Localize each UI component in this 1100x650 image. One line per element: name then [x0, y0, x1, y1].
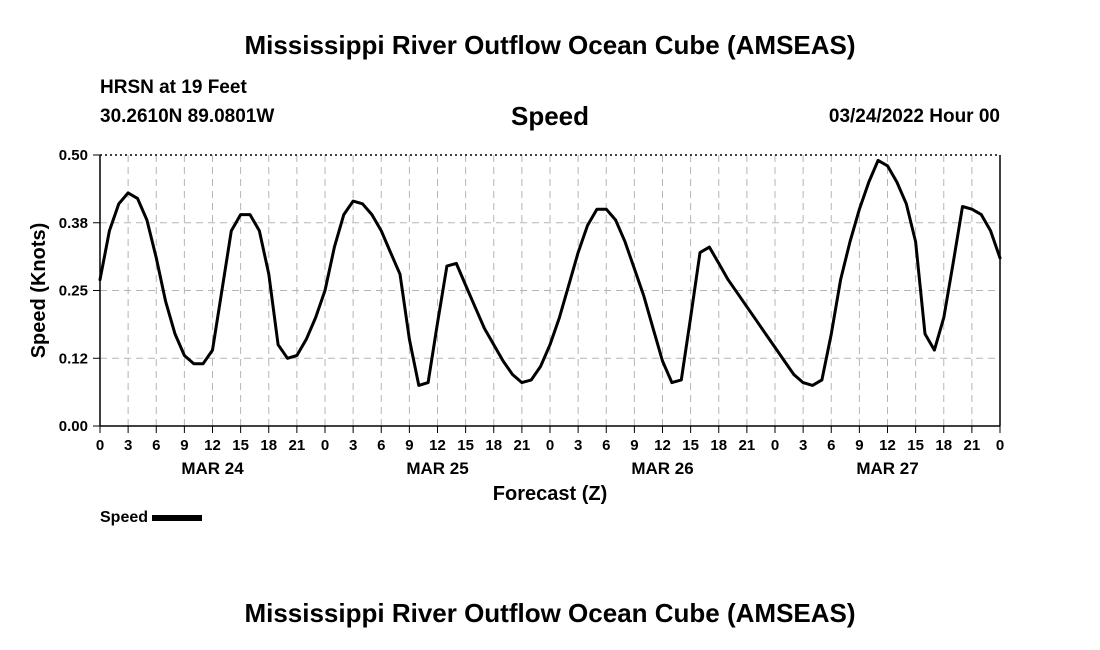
page-title: Mississippi River Outflow Ocean Cube (AM… — [244, 30, 856, 60]
legend-swatch — [152, 515, 203, 521]
forecast-datetime: 03/24/2022 Hour 00 — [828, 106, 1000, 127]
x-tick-label: 15 — [457, 437, 474, 454]
x-tick-label: 9 — [180, 437, 188, 454]
coordinates-label: 30.2610N 89.0801W — [100, 106, 275, 127]
x-tick-label: 3 — [574, 437, 582, 454]
x-tick-label: 9 — [405, 437, 413, 454]
x-tick-label: 3 — [124, 437, 132, 454]
x-tick-label: 15 — [682, 437, 699, 454]
y-tick-label: 0.50 — [59, 147, 88, 164]
legend: Speed — [100, 509, 203, 527]
day-label: MAR 27 — [856, 459, 918, 478]
x-tick-label: 9 — [855, 437, 863, 454]
labels-layer: 0 3 6 9 12 15 18 21 0 3 6 9 12 15 18 21 0 3 6 9 12 15 18 21 0 3 6 9… — [28, 147, 1004, 505]
x-tick-label: 18 — [485, 437, 502, 454]
x-tick-label: 21 — [514, 437, 531, 454]
x-tick-label: 18 — [710, 437, 727, 454]
legend-label: Speed — [100, 509, 149, 526]
day-label: MAR 25 — [406, 459, 468, 478]
x-tick-label: 18 — [935, 437, 952, 454]
day-label: MAR 24 — [181, 459, 244, 478]
x-tick-label: 3 — [349, 437, 357, 454]
y-tick-label: 0.25 — [59, 283, 88, 300]
y-axis-label: Speed (Knots) — [28, 223, 50, 359]
axes-layer — [93, 154, 1001, 433]
station-label: HRSN at 19 Feet — [100, 77, 247, 98]
x-tick-label: 18 — [260, 437, 277, 454]
x-tick-label: 0 — [321, 437, 329, 454]
y-tick-label: 0.38 — [59, 215, 88, 232]
x-tick-label: 12 — [429, 437, 446, 454]
x-tick-label: 6 — [152, 437, 160, 454]
x-tick-label: 15 — [232, 437, 249, 454]
x-tick-label: 9 — [630, 437, 638, 454]
x-tick-label: 6 — [377, 437, 385, 454]
chart-title: Speed — [510, 101, 590, 131]
x-tick-label: 12 — [654, 437, 671, 454]
x-tick-label: 21 — [739, 437, 756, 454]
x-tick-label: 0 — [96, 437, 104, 454]
speed-series-line — [98, 158, 1002, 387]
x-axis-label: Forecast (Z) — [493, 483, 607, 505]
x-tick-label: 0 — [771, 437, 779, 454]
x-tick-label: 3 — [799, 437, 807, 454]
series-layer — [98, 158, 1002, 387]
x-tick-label: 15 — [907, 437, 924, 454]
x-tick-label: 12 — [879, 437, 896, 454]
day-label: MAR 26 — [631, 459, 693, 478]
x-tick-label: 21 — [964, 437, 981, 454]
x-tick-label: 6 — [602, 437, 610, 454]
x-tick-label: 0 — [546, 437, 554, 454]
y-tick-label: 0.00 — [59, 418, 88, 435]
x-tick-label: 6 — [827, 437, 835, 454]
footer-title: Mississippi River Outflow Ocean Cube (AM… — [244, 598, 856, 628]
x-tick-label: 12 — [204, 437, 221, 454]
x-tick-label: 0 — [996, 437, 1004, 454]
x-tick-label: 21 — [289, 437, 306, 454]
y-tick-label: 0.12 — [59, 350, 88, 367]
